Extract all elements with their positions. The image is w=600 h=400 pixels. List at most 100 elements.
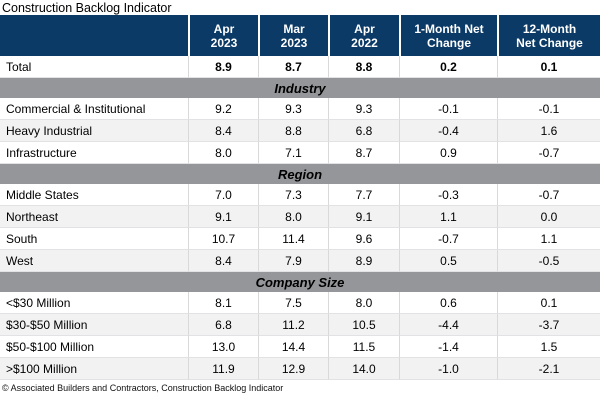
table-row: Northeast 9.1 8.0 9.1 1.1 0.0 — [0, 206, 600, 228]
cell: 7.1 — [258, 142, 328, 164]
cell: -0.7 — [497, 184, 600, 206]
cell: 1.5 — [497, 336, 600, 358]
cell: 0.1 — [497, 292, 600, 314]
cell: 0.9 — [399, 142, 497, 164]
row-label: South — [0, 228, 188, 250]
cell: 0.0 — [497, 206, 600, 228]
cell: 6.8 — [188, 314, 258, 336]
cell: 8.8 — [328, 56, 399, 78]
cell: 8.9 — [188, 56, 258, 78]
row-label: $30-$50 Million — [0, 314, 188, 336]
header-line: Net Change — [516, 35, 583, 50]
table-row: Middle States 7.0 7.3 7.7 -0.3 -0.7 — [0, 184, 600, 206]
header-line: Apr — [354, 21, 375, 36]
cell: 8.8 — [258, 120, 328, 142]
cell: -2.1 — [497, 358, 600, 380]
row-label: Total — [0, 56, 188, 78]
cell: -0.7 — [497, 142, 600, 164]
cell: 0.1 — [497, 56, 600, 78]
section-band-industry: Industry — [0, 78, 600, 98]
header-line: Change — [426, 35, 471, 50]
cell: 9.6 — [328, 228, 399, 250]
cell: -3.7 — [497, 314, 600, 336]
table-row: <$30 Million 8.1 7.5 8.0 0.6 0.1 — [0, 292, 600, 314]
cell: 7.9 — [258, 250, 328, 272]
cell: 13.0 — [188, 336, 258, 358]
table-row: South 10.7 11.4 9.6 -0.7 1.1 — [0, 228, 600, 250]
cell: 11.4 — [258, 228, 328, 250]
cell: 9.1 — [188, 206, 258, 228]
table-row: Commercial & Institutional 9.2 9.3 9.3 -… — [0, 98, 600, 120]
cell: -0.1 — [497, 98, 600, 120]
cell: 8.4 — [188, 120, 258, 142]
header-line: Apr — [213, 21, 235, 36]
cell: 1.6 — [497, 120, 600, 142]
header-line: 12-Month — [522, 21, 577, 36]
column-header-12-month-net-change: 12-Month Net Change — [497, 15, 600, 56]
cell: 1.1 — [399, 206, 497, 228]
column-header-apr-2022: Apr 2022 — [328, 15, 399, 56]
header-line: 2023 — [280, 35, 308, 50]
header-line: 2023 — [210, 35, 238, 50]
row-label: >$100 Million — [0, 358, 188, 380]
column-header-mar-2023: Mar 2023 — [258, 15, 328, 56]
cell: 8.7 — [258, 56, 328, 78]
cell: 8.1 — [188, 292, 258, 314]
cell: -0.4 — [399, 120, 497, 142]
row-label: West — [0, 250, 188, 272]
source-attribution: © Associated Builders and Contractors, C… — [2, 383, 284, 393]
header-line: 1-Month Net — [414, 21, 484, 36]
cell: 14.0 — [328, 358, 399, 380]
row-label: Infrastructure — [0, 142, 188, 164]
cell: 9.1 — [328, 206, 399, 228]
section-band-region: Region — [0, 164, 600, 184]
cell: 7.7 — [328, 184, 399, 206]
cell: 14.4 — [258, 336, 328, 358]
cell: 8.0 — [188, 142, 258, 164]
cell: 9.3 — [328, 98, 399, 120]
cell: 9.2 — [188, 98, 258, 120]
cell: -4.4 — [399, 314, 497, 336]
column-header-1-month-net-change: 1-Month Net Change — [399, 15, 497, 56]
row-label: Commercial & Institutional — [0, 98, 188, 120]
row-label: <$30 Million — [0, 292, 188, 314]
cell: 8.0 — [258, 206, 328, 228]
cell: 7.5 — [258, 292, 328, 314]
column-header-apr-2023: Apr 2023 — [188, 15, 258, 56]
cell: 10.7 — [188, 228, 258, 250]
cell: 7.3 — [258, 184, 328, 206]
cell: 11.9 — [188, 358, 258, 380]
header-line: Mar — [283, 21, 305, 36]
header-line: 2022 — [351, 35, 378, 50]
cell: 6.8 — [328, 120, 399, 142]
table-row: Infrastructure 8.0 7.1 8.7 0.9 -0.7 — [0, 142, 600, 164]
table-row-total: Total 8.9 8.7 8.8 0.2 0.1 — [0, 56, 600, 78]
section-band-company-size: Company Size — [0, 272, 600, 292]
table-row: Heavy Industrial 8.4 8.8 6.8 -0.4 1.6 — [0, 120, 600, 142]
cell: -0.3 — [399, 184, 497, 206]
cell: 10.5 — [328, 314, 399, 336]
cell: -0.5 — [497, 250, 600, 272]
page-title: Construction Backlog Indicator — [2, 1, 172, 15]
cell: -1.4 — [399, 336, 497, 358]
cell: -0.7 — [399, 228, 497, 250]
table-header-row: Apr 2023 Mar 2023 Apr 2022 1-Month Net C… — [0, 15, 600, 56]
cell: 8.0 — [328, 292, 399, 314]
cell: 8.7 — [328, 142, 399, 164]
column-header-category — [0, 15, 188, 56]
cell: -0.1 — [399, 98, 497, 120]
row-label: Northeast — [0, 206, 188, 228]
cell: 8.4 — [188, 250, 258, 272]
cell: -1.0 — [399, 358, 497, 380]
table-row: $50-$100 Million 13.0 14.4 11.5 -1.4 1.5 — [0, 336, 600, 358]
cell: 11.2 — [258, 314, 328, 336]
row-label: $50-$100 Million — [0, 336, 188, 358]
cell: 0.5 — [399, 250, 497, 272]
row-label: Middle States — [0, 184, 188, 206]
row-label: Heavy Industrial — [0, 120, 188, 142]
table-row: >$100 Million 11.9 12.9 14.0 -1.0 -2.1 — [0, 358, 600, 380]
cell: 9.3 — [258, 98, 328, 120]
cell: 12.9 — [258, 358, 328, 380]
cell: 1.1 — [497, 228, 600, 250]
cell: 0.2 — [399, 56, 497, 78]
